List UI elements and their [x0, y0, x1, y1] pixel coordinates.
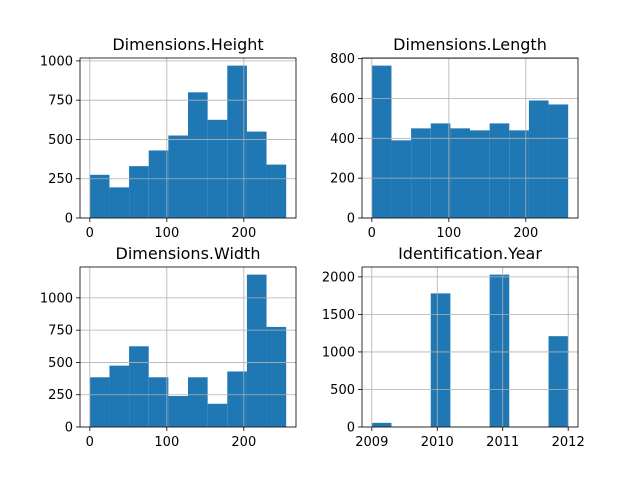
- y-tick-label: 0: [347, 421, 355, 436]
- histogram-bar: [246, 131, 267, 218]
- y-tick-label: 750: [48, 94, 73, 109]
- axes-frame: [79, 57, 297, 219]
- histogram-bar: [528, 100, 549, 218]
- subplot-title: Dimensions.Length: [393, 35, 547, 54]
- x-tick-label: 200: [231, 226, 256, 241]
- histogram-bar: [509, 130, 529, 218]
- y-tick-label: 1000: [40, 291, 73, 306]
- histogram-bar: [207, 119, 228, 218]
- histogram-bar: [207, 403, 228, 427]
- x-tick-label: 0: [86, 435, 94, 450]
- histogram-bar: [148, 377, 169, 427]
- histogram-bar: [129, 166, 149, 218]
- x-tick-label: 2009: [355, 435, 388, 450]
- y-tick-label: 750: [48, 324, 73, 339]
- histogram-bar: [188, 92, 208, 218]
- histogram-bar: [489, 274, 510, 427]
- y-tick-label: 400: [330, 132, 355, 147]
- x-tick-label: 100: [154, 226, 179, 241]
- subplot-identification-year: 2009 2010 2011 2012 0 500 1000 1500 2000 Identifi…: [322, 244, 585, 450]
- histogram-bar: [266, 326, 287, 427]
- y-tick-label: 250: [48, 172, 73, 187]
- x-tick-label: 2012: [552, 435, 585, 450]
- y-tick-label: 0: [65, 421, 73, 436]
- x-tick-label: 0: [86, 226, 94, 241]
- histogram-bar: [109, 187, 130, 218]
- histogram-bar: [450, 128, 470, 218]
- histogram-bar: [391, 140, 412, 218]
- histogram-bar: [129, 346, 149, 427]
- y-tick-label: 0: [65, 212, 73, 227]
- subplot-dimensions-height: 0 100 200 0 250 500 750 1000 Dimensions.Height: [40, 35, 297, 241]
- y-tick-label: 1500: [322, 308, 355, 323]
- subplot-title: Dimensions.Height: [112, 35, 263, 54]
- y-tick-label: 1000: [40, 54, 73, 69]
- y-tick-label: 250: [48, 388, 73, 403]
- axes-frame: [361, 266, 579, 428]
- histogram-bar: [371, 422, 392, 427]
- histogram-bar: [188, 377, 208, 427]
- histogram-bar: [89, 174, 110, 218]
- histogram-bar: [266, 164, 287, 218]
- y-tick-label: 500: [48, 356, 73, 371]
- histogram-bar: [548, 104, 569, 218]
- histogram-bar: [168, 135, 188, 218]
- x-tick-label: 200: [513, 226, 538, 241]
- y-tick-label: 500: [330, 383, 355, 398]
- histogram-bar: [227, 371, 247, 427]
- x-tick-label: 100: [154, 435, 179, 450]
- histogram-bar: [489, 123, 510, 218]
- histogram-bar: [227, 65, 247, 218]
- subplot-dimensions-width: 0 100 200 0 250 500 750 1000 Dimensions.Width: [40, 244, 297, 450]
- histogram-bar: [89, 377, 110, 427]
- y-tick-label: 500: [48, 133, 73, 148]
- histogram-bar: [430, 293, 451, 427]
- histogram-bar: [109, 365, 130, 427]
- x-tick-label: 200: [231, 435, 256, 450]
- subplot-title: Dimensions.Width: [116, 244, 261, 263]
- x-tick-label: 100: [436, 226, 461, 241]
- y-tick-label: 600: [330, 92, 355, 107]
- y-tick-label: 2000: [322, 270, 355, 285]
- subplot-title: Identification.Year: [398, 244, 542, 263]
- histogram-bar: [470, 130, 490, 218]
- histogram-bar: [371, 65, 392, 218]
- y-tick-label: 0: [347, 212, 355, 227]
- axes-frame: [79, 266, 297, 428]
- subplot-dimensions-length: 0 100 200 0 200 400 600 800 Dimensions.Length: [330, 35, 579, 241]
- histogram-bar: [148, 150, 169, 218]
- x-tick-label: 0: [368, 226, 376, 241]
- y-tick-label: 200: [330, 172, 355, 187]
- histogram-bar: [246, 274, 267, 427]
- x-tick-label: 2011: [486, 435, 519, 450]
- histogram-bar: [430, 123, 451, 218]
- y-tick-label: 1000: [322, 345, 355, 360]
- x-tick-label: 2010: [421, 435, 454, 450]
- histogram-bar: [411, 128, 431, 218]
- histogram-bar: [548, 336, 569, 427]
- y-tick-label: 800: [330, 52, 355, 67]
- histogram-bar: [168, 396, 188, 427]
